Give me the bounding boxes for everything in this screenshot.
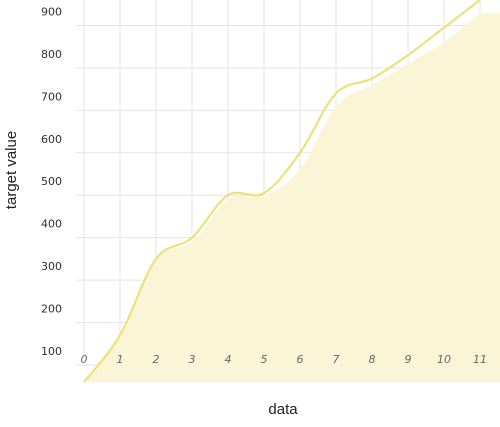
- x-axis-label: data: [268, 401, 298, 418]
- x-tick-label: 10: [437, 353, 451, 366]
- y-tick-label: 700: [41, 90, 62, 103]
- y-tick-label: 600: [41, 133, 62, 146]
- x-tick-label: 2: [153, 353, 160, 366]
- x-tick-label: 7: [333, 353, 340, 366]
- x-tick-label: 0: [81, 353, 88, 366]
- x-tick-label: 6: [297, 353, 304, 366]
- area-series: [84, 12, 500, 382]
- y-axis-label: target value: [3, 131, 20, 209]
- x-tick-label: 4: [225, 353, 232, 366]
- y-axis-ticks: 100 200 300 400 500 600 700 800 900: [41, 5, 62, 358]
- y-tick-label: 100: [41, 345, 62, 358]
- y-tick-label: 200: [41, 303, 62, 316]
- y-tick-label: 800: [41, 48, 62, 61]
- x-axis-ticks: 0 1 2 3 4 5 6 7 8 9 10 11: [81, 353, 488, 366]
- y-tick-label: 500: [41, 175, 62, 188]
- y-tick-label: 900: [41, 5, 62, 18]
- y-tick-label: 300: [41, 260, 62, 273]
- x-tick-label: 1: [117, 353, 124, 366]
- x-tick-label: 8: [369, 353, 376, 366]
- line-series: [83, 0, 481, 383]
- x-tick-label: 11: [473, 353, 487, 366]
- x-tick-label: 5: [261, 353, 268, 366]
- y-tick-label: 400: [41, 218, 62, 231]
- x-tick-label: 3: [189, 353, 196, 366]
- x-tick-label: 9: [405, 353, 412, 366]
